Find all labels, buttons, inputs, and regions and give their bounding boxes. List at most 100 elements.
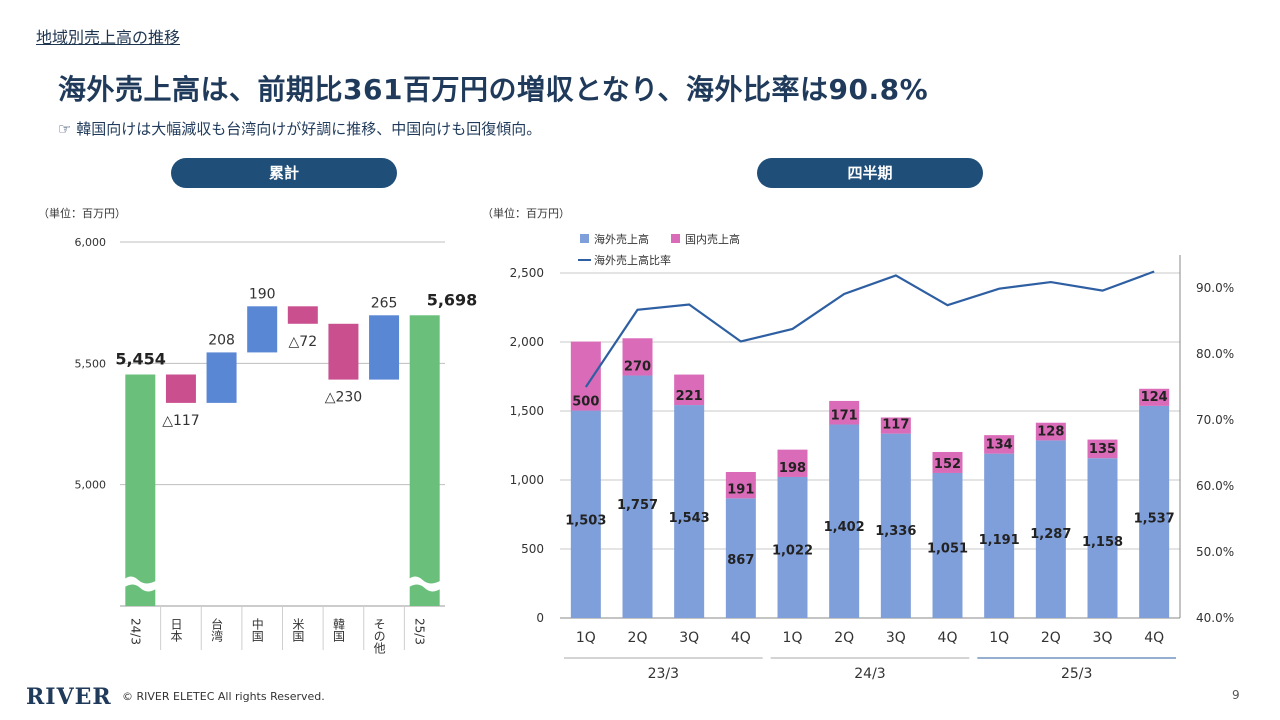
q-group-label: 25/3 [1061, 666, 1092, 682]
q-bar-domestic [1087, 439, 1118, 459]
q-bar-domestic [829, 400, 860, 425]
quarterly-pill: 四半期 [757, 158, 983, 188]
wf-ytick-label: 6,000 [75, 236, 107, 249]
wf-category-label: その他 [372, 618, 386, 654]
q-category-label: 4Q [731, 630, 751, 646]
q-ytick-label: 500 [521, 542, 544, 556]
q-bar-overseas [1139, 405, 1170, 618]
q-group-label: 24/3 [854, 666, 885, 682]
q-legend-ratio: 海外売上高比率 [594, 253, 671, 267]
q-y2tick-label: 70.0% [1196, 413, 1234, 427]
q-label-domestic: 135 [1089, 442, 1116, 457]
q-label-overseas: 1,543 [669, 511, 710, 526]
wf-axis-break [407, 576, 442, 592]
q-label-domestic: 270 [624, 360, 651, 375]
wf-data-label: 5,698 [427, 290, 478, 309]
wf-bar [247, 306, 278, 353]
q-ytick-label: 1,000 [510, 473, 544, 487]
q-legend-swatch-domestic [671, 234, 680, 243]
q-label-overseas: 867 [727, 553, 754, 568]
wf-bar [206, 352, 237, 403]
q-bar-overseas [622, 375, 653, 618]
q-label-domestic: 500 [572, 395, 599, 410]
headline: 海外売上高は、前期比361百万円の増収となり、海外比率は90.8% [58, 73, 929, 106]
wf-data-label: 5,454 [115, 349, 166, 368]
q-category-label: 3Q [1093, 630, 1113, 646]
q-bar-domestic [674, 374, 705, 406]
cumulative-pill: 累計 [171, 158, 397, 188]
q-label-overseas: 1,503 [565, 514, 606, 529]
q-y2tick-label: 80.0% [1196, 347, 1234, 361]
q-legend-domestic: 国内売上高 [685, 232, 740, 246]
wf-axis-break [123, 576, 158, 592]
q-bar-overseas [777, 476, 808, 618]
q-bar-overseas [984, 453, 1015, 618]
q-ytick-label: 2,000 [510, 335, 544, 349]
q-label-domestic: 171 [831, 409, 858, 424]
q-label-overseas: 1,022 [772, 544, 813, 559]
q-label-overseas: 1,757 [617, 498, 658, 513]
q-legend-swatch-overseas [580, 234, 589, 243]
q-category-label: 2Q [834, 630, 854, 646]
q-category-label: 3Q [886, 630, 906, 646]
q-bar-domestic [777, 449, 808, 477]
wf-bar [287, 306, 318, 324]
q-label-overseas: 1,336 [875, 524, 916, 539]
wf-data-label: 265 [371, 295, 398, 311]
q-label-domestic: 128 [1037, 424, 1064, 439]
q-category-label: 2Q [628, 630, 648, 646]
q-bar-domestic [932, 451, 963, 473]
q-legend-overseas: 海外売上高 [594, 232, 649, 246]
q-label-domestic: 191 [727, 482, 754, 497]
q-label-domestic: 117 [882, 418, 909, 433]
river-logo: RIVER [26, 684, 112, 710]
q-bar-overseas [880, 433, 911, 618]
wf-category-label: 米国 [291, 618, 305, 642]
wf-ytick-label: 5,500 [75, 357, 107, 370]
q-bar-domestic [622, 338, 653, 376]
wf-category-label: 中国 [250, 617, 264, 642]
q-y2tick-label: 50.0% [1196, 545, 1234, 559]
q-bar-domestic [725, 471, 756, 499]
wf-data-label: △230 [325, 390, 363, 406]
q-bar-domestic [1035, 422, 1066, 441]
q-bar-overseas [932, 472, 963, 618]
wf-bar [125, 374, 156, 606]
wf-bar [165, 374, 196, 403]
q-category-label: 4Q [1144, 630, 1164, 646]
q-label-overseas: 1,191 [979, 533, 1020, 548]
wf-category-label: 台湾 [210, 617, 224, 643]
wf-bar [328, 323, 359, 380]
wf-bar [369, 315, 400, 380]
page-number: 9 [1232, 688, 1240, 702]
copyright: © RIVER ELETEC All rights Reserved. [122, 690, 325, 703]
wf-category-label: 25/3 [413, 618, 427, 645]
wf-category-label: 日本 [169, 618, 183, 643]
q-ytick-label: 0 [536, 611, 544, 625]
wf-data-label: 190 [249, 286, 276, 302]
q-label-domestic: 134 [986, 438, 1013, 453]
q-label-overseas: 1,051 [927, 542, 968, 557]
q-bar-overseas [725, 498, 756, 618]
q-category-label: 1Q [989, 630, 1009, 646]
q-bar-overseas [674, 405, 705, 618]
q-bar-overseas [1087, 458, 1118, 618]
q-label-domestic: 221 [676, 389, 703, 404]
q-category-label: 4Q [938, 630, 958, 646]
q-category-label: 2Q [1041, 630, 1061, 646]
q-ratio-line [584, 270, 1155, 388]
q-unit-label: （単位：百万円） [482, 206, 570, 220]
q-y2tick-label: 40.0% [1196, 611, 1234, 625]
section-title: 地域別売上高の推移 [36, 28, 181, 47]
wf-category-label: 韓国 [331, 618, 345, 642]
q-category-label: 1Q [576, 630, 596, 646]
q-y2tick-label: 90.0% [1196, 281, 1234, 295]
q-y2tick-label: 60.0% [1196, 479, 1234, 493]
q-label-overseas: 1,287 [1030, 527, 1071, 542]
q-label-domestic: 152 [934, 457, 961, 472]
wf-ytick-label: 5,000 [75, 479, 107, 492]
q-label-domestic: 198 [779, 461, 806, 476]
subline: ☞ 韓国向けは大幅減収も台湾向けが好調に推移、中国向けも回復傾向。 [58, 120, 542, 138]
q-ytick-label: 1,500 [510, 404, 544, 418]
